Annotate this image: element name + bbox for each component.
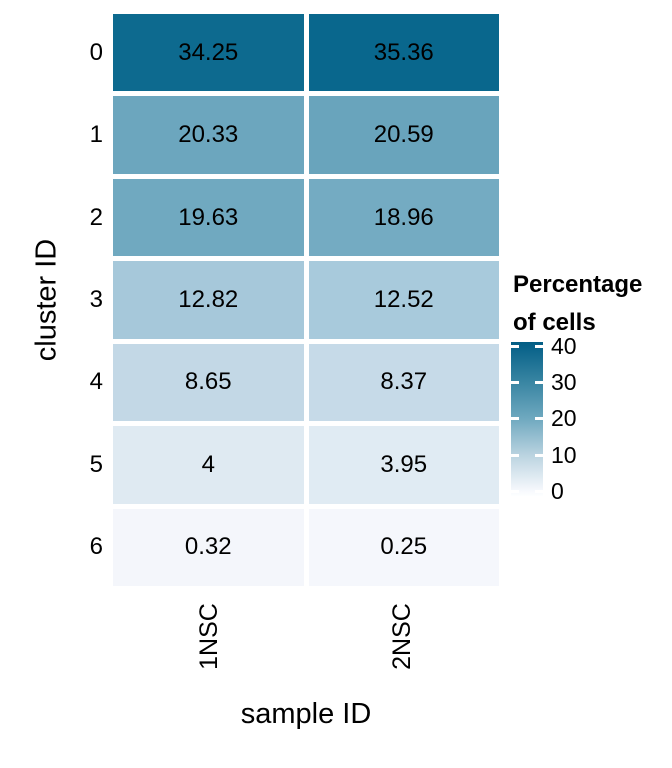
legend-tick-mark	[511, 416, 519, 420]
legend-tick-mark	[535, 453, 543, 457]
legend-colorbar: 40 30 20 10 0	[511, 334, 577, 502]
legend-tick-mark	[511, 381, 519, 385]
cell-value-label: 8.37	[380, 368, 428, 396]
legend-tick-mark	[535, 416, 543, 420]
heatmap-cell: 20.59	[308, 96, 499, 174]
legend-tick-label: 40	[551, 332, 577, 359]
heatmap-cell: 35.36	[308, 14, 499, 92]
legend-tick-mark	[511, 489, 519, 493]
legend-tick-mark	[535, 489, 543, 493]
heatmap-cell: 19.63	[113, 178, 304, 257]
y-tick-label: 3	[89, 285, 103, 313]
cell-value-label: 20.59	[373, 121, 434, 149]
legend-tick-label: 0	[551, 477, 564, 504]
x-axis-title: sample ID	[240, 698, 372, 730]
x-tick-slot: 2NSC	[306, 588, 499, 684]
y-tick-label: 1	[89, 121, 103, 149]
cell-value-label: 18.96	[373, 203, 434, 231]
heatmap-cell: 0.32	[113, 508, 304, 586]
x-tick-label: 1NSC	[195, 602, 223, 670]
y-tick-label: 5	[89, 450, 103, 478]
cell-value-label: 19.63	[178, 203, 239, 231]
legend-tick-label: 30	[551, 369, 577, 396]
y-axis-tick-labels: 0 1 2 3 4 5 6	[0, 14, 103, 586]
cell-value-label: 0.32	[184, 533, 232, 561]
legend-title: Percentage of cells	[513, 266, 672, 342]
cell-value-label: 3.95	[380, 450, 428, 478]
y-tick-label: 6	[89, 533, 103, 561]
heatmap-cell: 34.25	[113, 14, 304, 92]
legend-tick-mark	[511, 344, 519, 348]
cell-value-label: 8.65	[184, 368, 232, 396]
y-tick-label: 0	[89, 38, 103, 66]
cell-value-label: 20.33	[178, 121, 239, 149]
x-tick-slot: 1NSC	[113, 588, 306, 684]
heatmap-cell: 18.96	[308, 178, 499, 257]
cell-value-label: 34.25	[178, 38, 239, 66]
cell-value-label: 35.36	[373, 38, 434, 66]
heatmap-cell: 20.33	[113, 96, 304, 174]
cell-value-label: 4	[201, 450, 215, 478]
heatmap-cell: 12.82	[113, 261, 304, 339]
legend-tick-mark	[511, 453, 519, 457]
y-tick-label: 2	[89, 203, 103, 231]
heatmap-cell: 0.25	[308, 508, 499, 586]
heatmap-cell: 4	[113, 426, 304, 504]
cell-value-label: 0.25	[380, 533, 428, 561]
heatmap-grid: 34.25 35.36 20.33 20.59 19.63 18.96 12.82 12.52…	[113, 14, 499, 586]
legend-tick-mark	[535, 381, 543, 385]
x-tick-label: 2NSC	[388, 602, 416, 670]
heatmap-cell: 12.52	[308, 261, 499, 339]
heatmap-cell: 8.65	[113, 343, 304, 422]
legend: Percentage of cells 40 30 20 10 0	[511, 266, 672, 502]
x-axis-tick-labels: 1NSC 2NSC	[113, 588, 499, 684]
legend-tick-label: 20	[551, 404, 577, 431]
heatmap-cell: 3.95	[308, 426, 499, 504]
legend-title-line-2: of cells	[513, 309, 596, 336]
legend-title-line-1: Percentage	[513, 271, 643, 298]
heatmap-cell: 8.37	[308, 343, 499, 422]
legend-tick-mark	[535, 344, 543, 348]
y-tick-label: 4	[89, 368, 103, 396]
cell-value-label: 12.82	[178, 285, 239, 313]
cell-value-label: 12.52	[373, 285, 434, 313]
legend-tick-label: 10	[551, 441, 577, 468]
